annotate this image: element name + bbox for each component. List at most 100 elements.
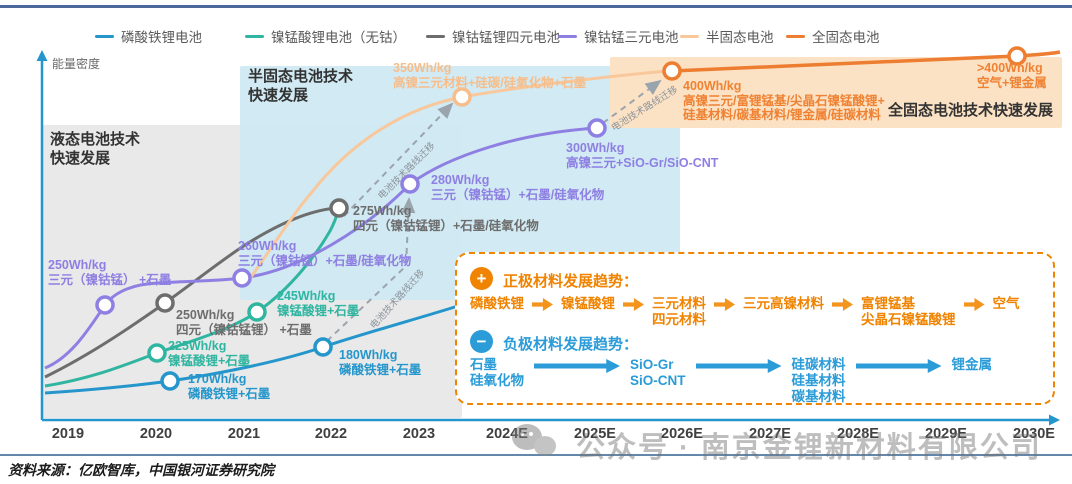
cathode-step: 三元材料 四元材料 — [652, 296, 706, 328]
label-245whkg: 245Wh/kg 镍锰酸锂+石墨 — [277, 289, 359, 318]
legend-item-ncm: 镍钴锰三元电池 — [558, 26, 679, 46]
label-170whkg: 170Wh/kg 磷酸铁锂+石墨 — [188, 372, 270, 401]
label-value: 260Wh/kg — [238, 239, 297, 253]
label-400plus-whkg: >400Wh/kg 空气+锂金属 — [977, 61, 1047, 90]
arrow-right-icon — [532, 298, 553, 311]
series-quaternary-curve — [44, 206, 340, 379]
label-materials: 三元（镍钴锰）+石墨/硅氧化物 — [431, 187, 605, 202]
x-axis-arrow-icon — [1049, 414, 1060, 426]
legend-dash-icon — [558, 34, 577, 38]
cathode-step: 三元高镍材料 — [743, 296, 824, 312]
label-350whkg: 350Wh/kg 高镍三元材料+硅碳/硅氧化物+石墨 — [393, 61, 586, 90]
cathode-step: 磷酸铁锂 — [470, 296, 524, 312]
migration-arrow-3 — [602, 79, 662, 124]
step-line: 三元高镍材料 — [743, 296, 824, 311]
label-280whkg: 280Wh/kg 三元（镍钴锰）+石墨/硅氧化物 — [431, 173, 604, 202]
step-line: SiO-Gr — [630, 357, 674, 372]
label-value: 280Wh/kg — [431, 173, 490, 187]
zone-title-line: 全固态电池技术快速发展 — [888, 102, 1054, 119]
label-275whkg: 275Wh/kg 四元（镍钴锰锂）+石墨/硅氧化物 — [353, 204, 539, 233]
x-tick-2028e: 2028E — [837, 426, 879, 442]
x-tick-2019: 2019 — [51, 426, 85, 442]
label-materials: 磷酸铁锂+石墨 — [339, 362, 422, 377]
label-materials: 三元（镍钴锰）+石墨/硅氧化物 — [238, 253, 412, 268]
legend-label: 镍钴锰三元电池 — [584, 30, 679, 45]
migration-arrow-1 — [326, 197, 416, 342]
top-divider — [0, 5, 1072, 8]
label-materials: 高镍三元材料+硅碳/硅氧化物+石墨 — [393, 75, 587, 90]
label-value: >400Wh/kg — [977, 61, 1043, 75]
legend-dash-icon — [426, 34, 445, 38]
arrow-right-icon — [963, 298, 985, 311]
legend-item-lfp: 磷酸铁锂电池 — [95, 26, 202, 46]
wechat-eye — [520, 432, 524, 436]
x-tick-2030e: 2030E — [1013, 426, 1055, 442]
series-lfp-curve — [44, 304, 459, 395]
arrow-right-icon — [714, 298, 735, 311]
legend-label: 全固态电池 — [812, 30, 880, 45]
label-300whkg: 300Wh/kg 高镍三元+SiO-Gr/SiO-CNT — [566, 141, 718, 170]
point-400plus-whkg — [1007, 46, 1027, 66]
point-250whkg-ternary — [95, 295, 115, 315]
x-tick-2025e: 2025E — [574, 426, 616, 442]
arrow-right-icon — [695, 359, 782, 373]
step-line: 锂金属 — [951, 357, 993, 372]
zone-title-semisolid: 半固态电池技术 快速发展 — [248, 67, 353, 105]
anode-step: 硅碳材料 硅基材料 碳基材料 — [792, 357, 846, 405]
anode-step: SiO-Gr SiO-CNT — [630, 357, 686, 389]
point-260whkg — [232, 268, 252, 288]
label-180whkg: 180Wh/kg 磷酸铁锂+石墨 — [339, 348, 421, 377]
arrow-right-icon — [623, 298, 644, 311]
zone-title-solidstate: 全固态电池技术快速发展 — [888, 101, 1053, 120]
step-line: 镍锰酸锂 — [561, 296, 615, 311]
point-170whkg — [160, 371, 180, 391]
label-value: 250Wh/kg — [176, 308, 235, 322]
step-line: 空气 — [992, 296, 1020, 311]
x-tick-2021: 2021 — [227, 426, 261, 442]
point-300whkg — [587, 118, 607, 138]
point-350whkg — [452, 87, 472, 107]
x-tick-2023: 2023 — [402, 426, 436, 442]
source-note: 资料来源：亿欧智库，中国银河证券研究院 — [8, 464, 274, 479]
legend-label: 磷酸铁锂电池 — [121, 30, 202, 45]
x-tick-2022: 2022 — [314, 426, 348, 442]
cathode-step: 富锂锰基 尖晶石镍锰酸锂 — [861, 296, 956, 328]
x-tick-2026e: 2026E — [661, 426, 703, 442]
cathode-trend-title: 正极材料发展趋势： — [503, 273, 639, 290]
legend-dash-icon — [786, 34, 805, 38]
legend-label: 镍钴锰锂四元电池 — [452, 30, 560, 45]
arrow-right-icon — [855, 359, 942, 373]
label-value: 300Wh/kg — [566, 141, 625, 155]
point-280whkg — [400, 174, 420, 194]
label-materials: 高镍三元+SiO-Gr/SiO-CNT — [566, 155, 719, 170]
material-trends-panel: + 正极材料发展趋势： 磷酸铁锂 镍锰酸锂 三元材料 四元材料 三元高镍材料 富… — [455, 252, 1055, 405]
plus-glyph: + — [476, 269, 487, 288]
label-materials: 四元（镍钴锰锂）+石墨/硅氧化物 — [353, 218, 539, 233]
label-value: 350Wh/kg — [393, 61, 452, 75]
bottom-divider — [0, 454, 1072, 456]
label-250whkg-ternary: 250Wh/kg 三元（镍钴锰） +石墨 — [48, 258, 171, 287]
label-materials: 硅基材料/碳基材料/锂金属/硅碳材料 — [683, 108, 881, 122]
y-axis-arrow-icon — [36, 50, 48, 61]
point-275whkg — [329, 198, 349, 218]
zone-title-liquid: 液态电池技术 快速发展 — [50, 130, 140, 168]
step-line: 石墨 — [470, 357, 497, 372]
y-axis-label: 能量密度 — [52, 57, 101, 71]
anode-trend-chain: 石墨 硅氧化物 SiO-Gr SiO-CNT 硅碳材料 硅基材料 碳基材料 锂金… — [470, 357, 1044, 405]
label-value: 275Wh/kg — [353, 204, 412, 218]
cathode-step: 空气 — [993, 296, 1020, 312]
wechat-bubble — [534, 436, 556, 456]
label-value: 250Wh/kg — [48, 258, 107, 272]
legend-item-solidstate: 全固态电池 — [786, 26, 880, 46]
label-materials: 镍锰酸锂+石墨 — [168, 353, 251, 368]
point-245whkg — [247, 302, 267, 322]
label-260whkg: 260Wh/kg 三元（镍钴锰）+石墨/硅氧化物 — [238, 239, 411, 268]
legend-dash-icon — [680, 34, 699, 38]
step-line: 硅氧化物 — [470, 373, 524, 388]
zone-title-line: 半固态电池技术 — [248, 68, 354, 85]
label-value: 170Wh/kg — [188, 372, 247, 386]
label-value: 225Wh/kg — [168, 339, 227, 353]
legend-label: 半固态电池 — [706, 30, 774, 45]
